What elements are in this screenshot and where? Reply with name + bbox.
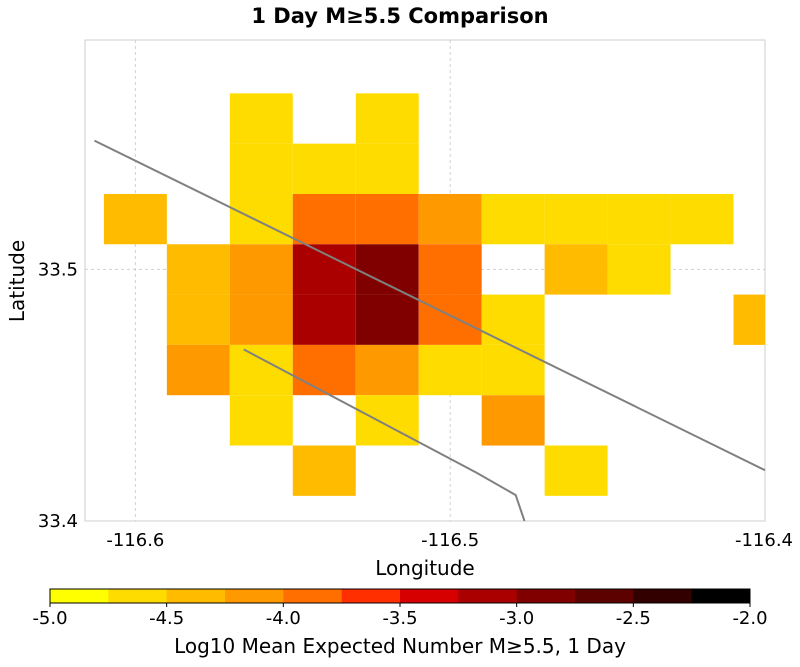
colorbar-segment-5	[341, 589, 401, 603]
heatmap-cell-2	[229, 143, 293, 194]
heatmap-cell-28	[166, 344, 230, 396]
heatmap-cell-18	[418, 244, 482, 295]
heatmap-cell-7	[292, 193, 356, 245]
colorbar-tick-label-1: -4.5	[149, 608, 184, 629]
heatmap-cell-19	[544, 244, 608, 295]
heatmap-cell-0	[229, 93, 293, 144]
heatmap-cell-34	[229, 395, 293, 446]
colorbar-tick-label-6: -2.0	[732, 608, 767, 629]
heatmap-cell-20	[607, 244, 671, 295]
heatmap-cell-25	[418, 294, 482, 345]
colorbar-tick-label-0: -5.0	[32, 608, 67, 629]
colorbar-segment-11	[691, 589, 751, 603]
heatmap-cell-9	[418, 193, 482, 245]
heatmap-cells	[103, 93, 765, 496]
colorbar-segment-7	[458, 589, 518, 603]
heatmap-cell-32	[418, 344, 482, 396]
heatmap-cell-12	[607, 193, 671, 245]
x-tick-label-0: -116.6	[106, 530, 164, 551]
x-tick-label-2: -116.4	[735, 530, 793, 551]
heatmap-cell-11	[544, 193, 608, 245]
heatmap-cell-21	[166, 294, 230, 345]
chart-title: 1 Day M≥5.5 Comparison	[251, 4, 548, 28]
heatmap-cell-5	[103, 193, 167, 245]
heatmap-cell-38	[544, 445, 608, 496]
colorbar-tick-label-4: -3.0	[499, 608, 534, 629]
colorbar-segment-8	[516, 589, 576, 603]
heatmap-cell-31	[355, 344, 419, 396]
colorbar-segment-4	[283, 589, 343, 603]
y-tick-label-1: 33.5	[38, 259, 78, 280]
heatmap-cell-6	[229, 193, 293, 245]
colorbar-tick-label-2: -4.0	[266, 608, 301, 629]
heatmap-cell-22	[229, 294, 293, 345]
axis-ticks: -116.6 -116.5 -116.4 33.4 33.5	[38, 259, 793, 551]
heatmap-cell-16	[292, 244, 356, 295]
colorbar-segment-3	[225, 589, 284, 603]
x-tick-label-1: -116.5	[421, 530, 479, 551]
heatmap-cell-36	[481, 395, 545, 446]
colorbar-segment-6	[400, 589, 459, 603]
heatmap-cell-33	[481, 344, 545, 396]
x-axis-title: Longitude	[375, 556, 474, 580]
heatmap-cell-15	[229, 244, 293, 295]
colorbar-segment-2	[166, 589, 226, 603]
fault-trace-0	[93, 139, 766, 472]
y-axis-title: Latitude	[5, 240, 29, 322]
colorbar-segment-0	[50, 589, 109, 603]
heatmap-cell-27	[733, 294, 765, 345]
heatmap-cell-4	[355, 143, 419, 194]
heatmap-cell-14	[166, 244, 230, 295]
heatmap-cell-26	[481, 294, 545, 345]
colorbar-tick-label-3: -3.5	[382, 608, 417, 629]
fault-trace-1	[243, 348, 526, 522]
heatmap-cell-24	[355, 294, 419, 345]
y-tick-label-0: 33.4	[38, 511, 78, 532]
colorbar-tick-label-5: -2.5	[616, 608, 651, 629]
heatmap-cell-8	[355, 193, 419, 245]
colorbar-segment-10	[633, 589, 693, 603]
heatmap-cell-23	[292, 294, 356, 345]
colorbar-ticks: -5.0 -4.5 -4.0 -3.5 -3.0 -2.5 -2.0	[32, 603, 768, 629]
heatmap-cell-37	[292, 445, 356, 496]
heatmap-cell-1	[355, 93, 419, 144]
colorbar-label: Log10 Mean Expected Number M≥5.5, 1 Day	[174, 634, 626, 658]
colorbar-segment-1	[108, 589, 168, 603]
heatmap-cell-13	[670, 193, 734, 245]
colorbar	[49, 588, 751, 604]
heatmap-cell-3	[292, 143, 356, 194]
heatmap-cell-30	[292, 344, 356, 396]
colorbar-segment-9	[575, 589, 634, 603]
heatmap-cell-10	[481, 193, 545, 245]
heatmap-cell-17	[355, 244, 419, 295]
fault-traces	[93, 139, 766, 522]
